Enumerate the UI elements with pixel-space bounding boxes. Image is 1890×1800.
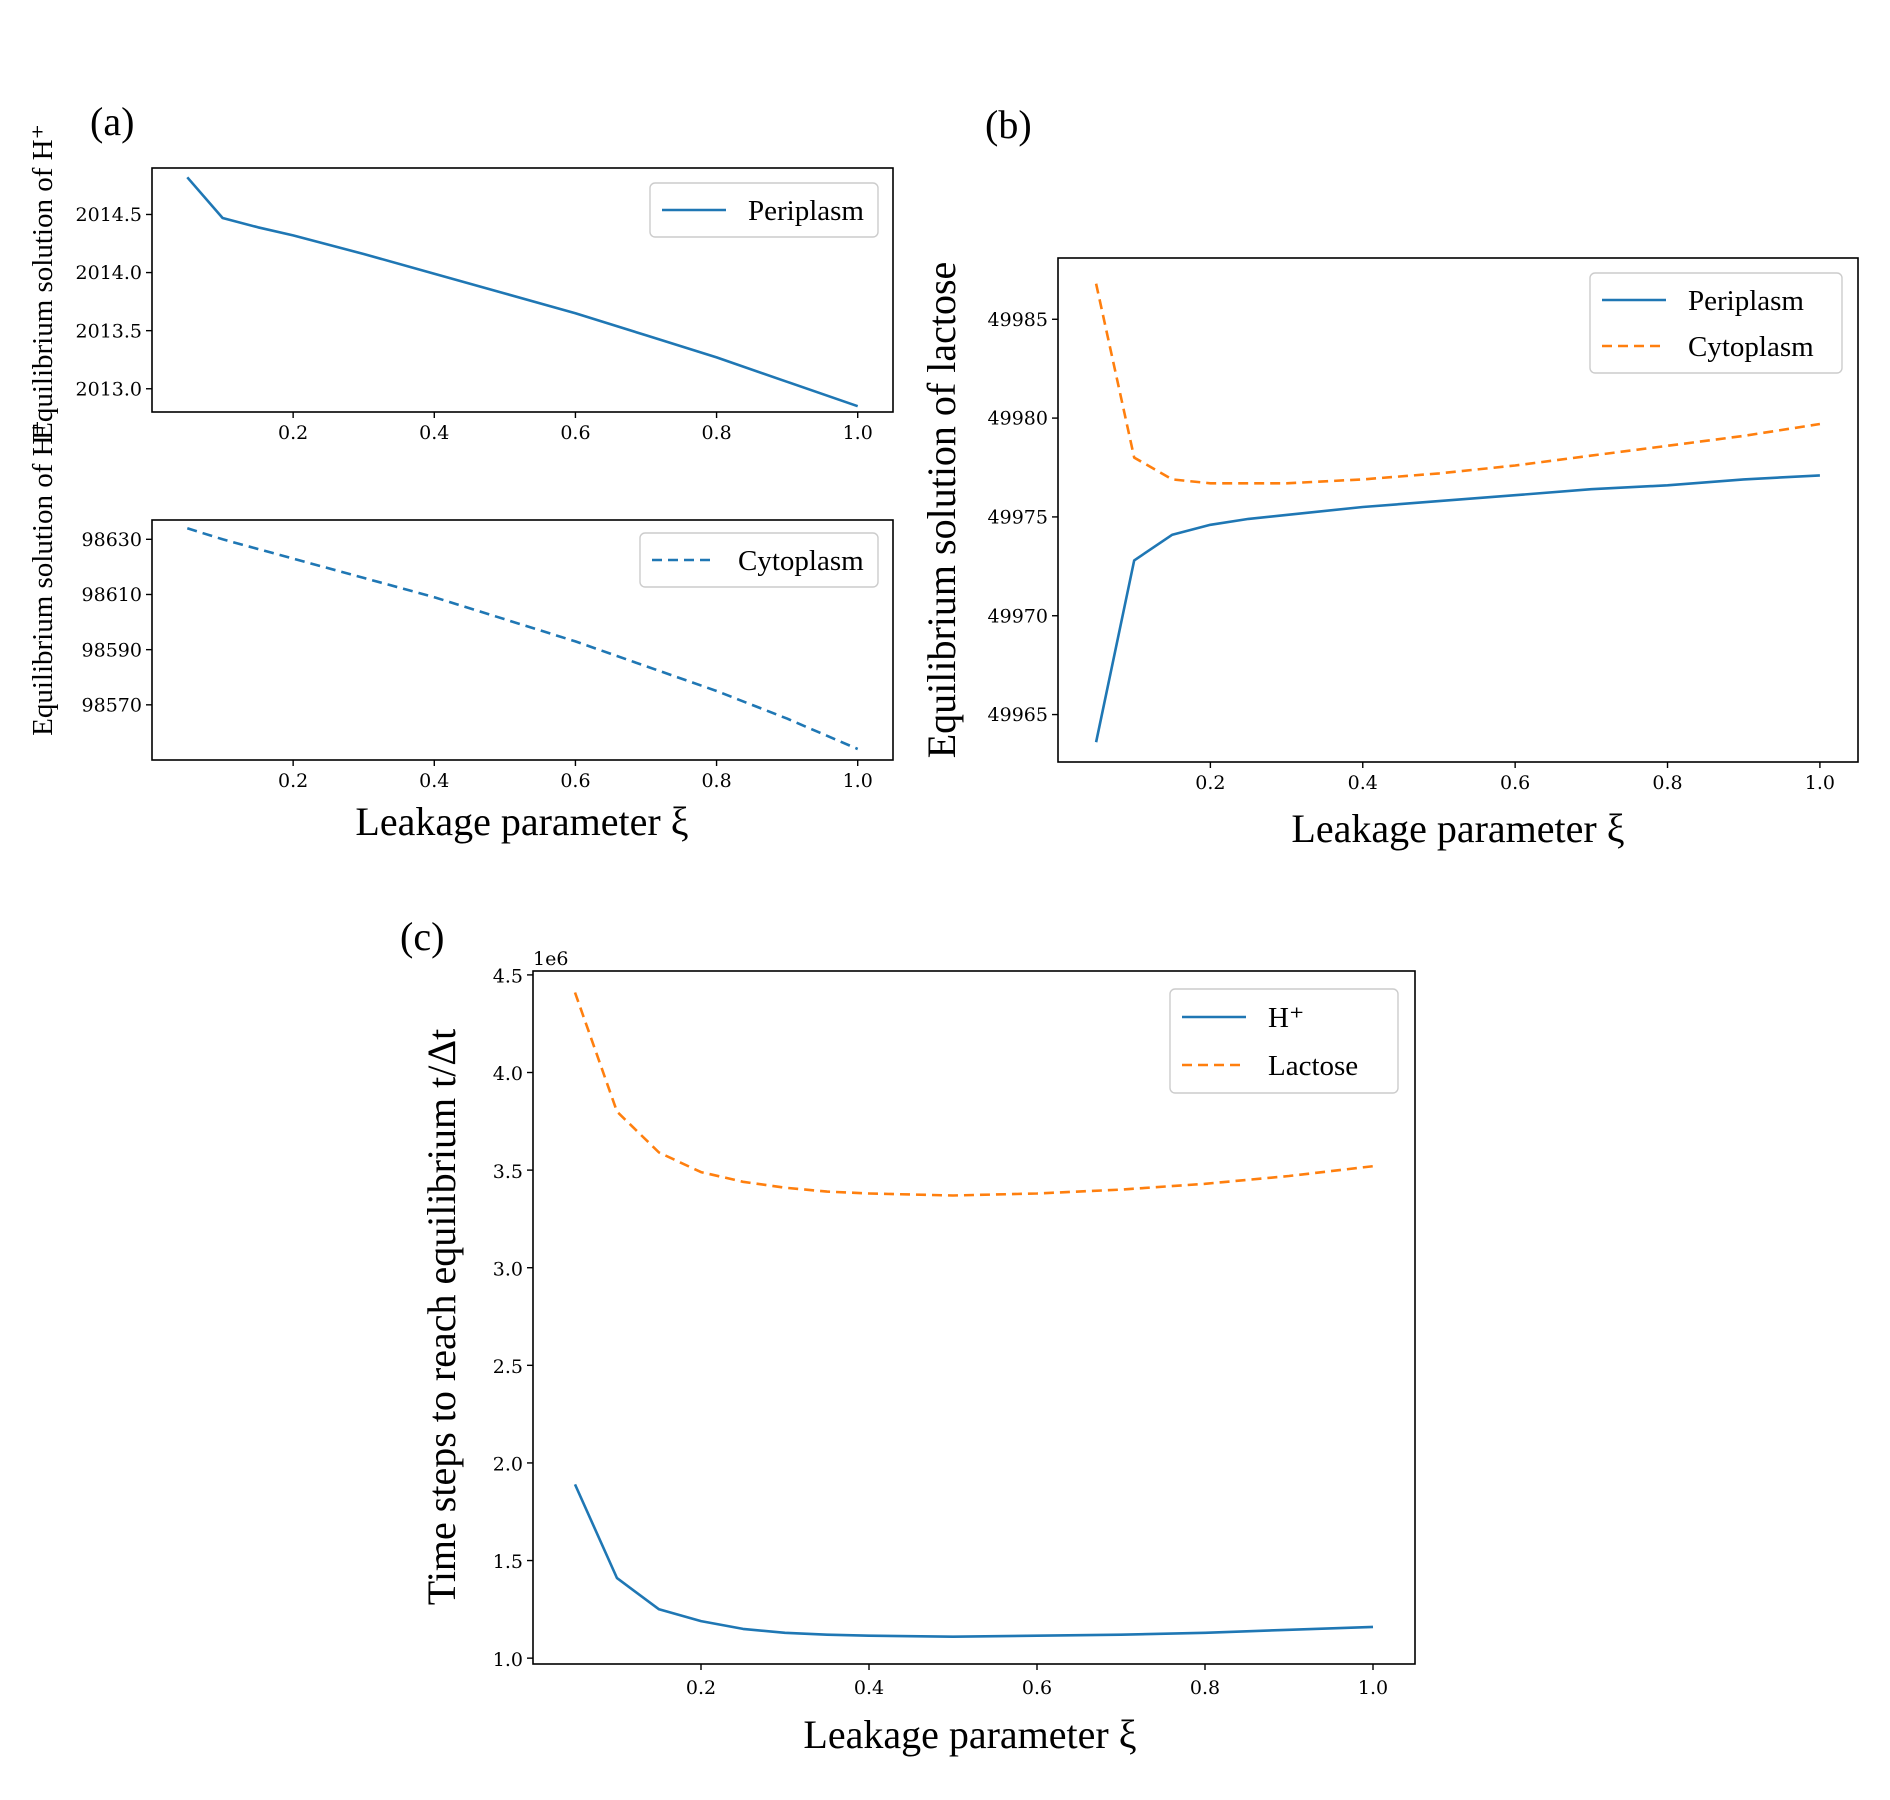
y-tick-label: 4.0 <box>493 1063 523 1085</box>
y-tick-label: 2.5 <box>493 1356 523 1378</box>
y-tick-label: 2013.5 <box>76 320 142 342</box>
legend: H⁺ Lactose <box>1169 988 1399 1094</box>
series-line-h- <box>573 1483 1374 1638</box>
x-tick-label: 0.2 <box>686 1677 716 1699</box>
y-tick-label: 2014.5 <box>76 204 142 226</box>
legend-box <box>1589 272 1843 374</box>
panel-a-shared-ylabel-lower: Equilibrium solution of H⁺ <box>27 420 59 736</box>
legend-box <box>639 532 879 588</box>
x-tick-label: 0.8 <box>701 422 731 444</box>
series-line-periplasm <box>186 176 859 408</box>
y-tick-label: 49975 <box>988 507 1048 529</box>
legend: Periplasm <box>649 182 879 238</box>
series-line-lactose <box>573 992 1374 1197</box>
panel-label-c: (c) <box>400 914 444 959</box>
x-tick-label: 0.8 <box>1652 772 1682 794</box>
y-tick-label: 4.5 <box>493 966 523 988</box>
x-tick-label: 0.6 <box>560 770 590 792</box>
y-tick-label: 98610 <box>82 584 142 606</box>
legend-label: Periplasm <box>748 195 864 227</box>
legend-box <box>1169 988 1399 1094</box>
y-tick-label: 2014.0 <box>76 262 142 284</box>
y-tick-label: 98590 <box>82 639 142 661</box>
series-line-periplasm <box>1094 474 1820 743</box>
x-tick-label: 0.6 <box>1022 1677 1052 1699</box>
chart-1: 0.2 0.4 0.6 0.8 1.0 98570 98590 98610 98630 Leaka… <box>82 519 894 844</box>
x-tick-label: 0.4 <box>1348 772 1378 794</box>
plot-frame <box>151 167 894 413</box>
x-tick-label: 0.2 <box>278 770 308 792</box>
y-tick-label: 49965 <box>988 704 1048 726</box>
plot-frame <box>151 519 894 761</box>
x-axis-label: Leakage parameter ξ <box>803 1712 1136 1757</box>
x-tick-label: 0.8 <box>701 770 731 792</box>
chart-2: 0.2 0.4 0.6 0.8 1.0 49965 49970 49975 49980 49985… <box>919 257 1859 851</box>
x-tick-label: 0.8 <box>1190 1677 1220 1699</box>
plots: 0.2 0.4 0.6 0.8 1.0 2013.0 2013.5 2014.0 2014.5 P… <box>76 167 1859 1757</box>
y-tick-label: 49980 <box>988 408 1048 430</box>
plot-frame <box>532 970 1416 1665</box>
y-tick-label: 1.0 <box>493 1649 523 1671</box>
x-tick-label: 1.0 <box>843 770 873 792</box>
legend-label: Cytoplasm <box>738 545 864 577</box>
x-tick-label: 0.6 <box>560 422 590 444</box>
x-tick-label: 0.6 <box>1500 772 1530 794</box>
y-axis-label: Equilibrium solution of lactose <box>919 262 964 759</box>
y-tick-label: 1.5 <box>493 1551 523 1573</box>
panel-a-shared-ylabel-upper: Equilibrium solution of H⁺ <box>27 124 59 440</box>
y-tick-label: 2013.0 <box>76 378 142 400</box>
y-tick-label: 49985 <box>988 309 1048 331</box>
x-tick-label: 0.4 <box>419 422 449 444</box>
plot-frame <box>1057 257 1859 763</box>
legend-label: Lactose <box>1268 1050 1358 1082</box>
legend-label: H⁺ <box>1268 1002 1304 1034</box>
legend: Cytoplasm <box>639 532 879 588</box>
legend-label: Cytoplasm <box>1688 331 1814 363</box>
x-tick-label: 0.2 <box>278 422 308 444</box>
x-tick-label: 1.0 <box>1358 1677 1388 1699</box>
y-tick-label: 98630 <box>82 529 142 551</box>
x-axis-label: Leakage parameter ξ <box>1291 806 1624 851</box>
y-tick-label: 49970 <box>988 605 1048 627</box>
x-tick-label: 1.0 <box>1805 772 1835 794</box>
y-offset-text: 1e6 <box>533 948 568 970</box>
x-axis-label: Leakage parameter ξ <box>355 799 688 844</box>
panel-label-b: (b) <box>985 102 1032 147</box>
x-tick-label: 0.2 <box>1195 772 1225 794</box>
legend-box <box>649 182 879 238</box>
y-tick-label: 3.0 <box>493 1258 523 1280</box>
y-tick-label: 2.0 <box>493 1454 523 1476</box>
y-tick-label: 3.5 <box>493 1161 523 1183</box>
x-tick-label: 0.4 <box>854 1677 884 1699</box>
legend-label: Periplasm <box>1688 285 1804 317</box>
chart-0: 0.2 0.4 0.6 0.8 1.0 2013.0 2013.5 2014.0 2014.5 P… <box>76 167 894 444</box>
x-tick-label: 0.4 <box>419 770 449 792</box>
chart-3: 0.2 0.4 0.6 0.8 1.0 1.0 1.5 2.0 2.5 3.0 3.5 4.0 4.5 1… <box>419 948 1416 1757</box>
x-tick-label: 1.0 <box>843 422 873 444</box>
series-line-cytoplasm <box>186 527 859 751</box>
y-axis-label: Time steps to reach equilibrium t/Δt <box>419 1029 464 1605</box>
y-tick-label: 98570 <box>82 694 142 716</box>
panel-label-a: (a) <box>90 99 134 144</box>
legend: Periplasm Cytoplasm <box>1589 272 1843 374</box>
